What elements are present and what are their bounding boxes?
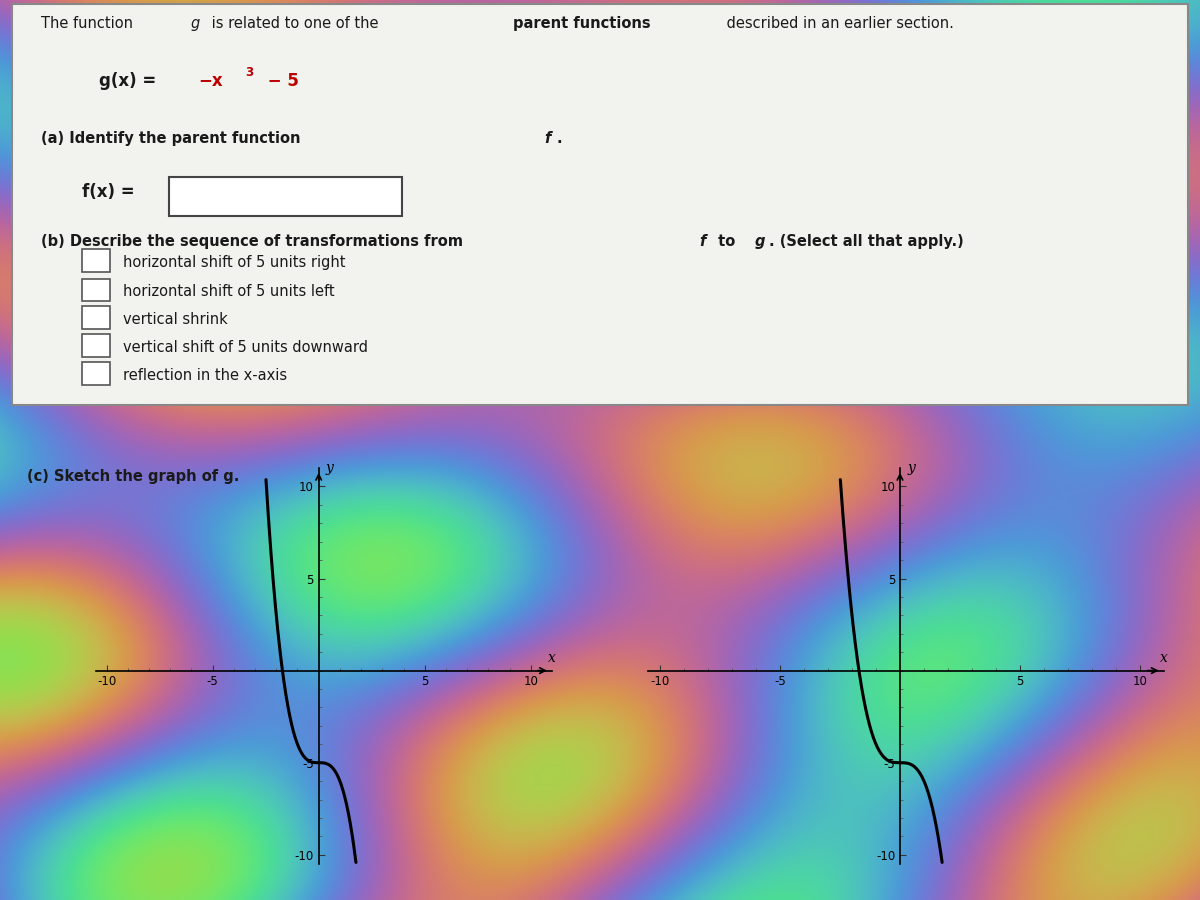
Text: horizontal shift of 5 units right: horizontal shift of 5 units right bbox=[122, 255, 346, 270]
Text: (c) Sketch the graph of g.: (c) Sketch the graph of g. bbox=[28, 470, 239, 484]
Text: . (Select all that apply.): . (Select all that apply.) bbox=[769, 234, 964, 249]
Text: x: x bbox=[548, 651, 556, 665]
Text: y: y bbox=[325, 461, 332, 475]
Text: g: g bbox=[191, 16, 199, 32]
Text: 3: 3 bbox=[245, 66, 253, 79]
Text: − 5: − 5 bbox=[263, 72, 299, 90]
Bar bbox=[169, 176, 402, 216]
Text: −x: −x bbox=[198, 72, 223, 90]
Text: vertical shift of 5 units downward: vertical shift of 5 units downward bbox=[122, 340, 367, 355]
Text: parent functions: parent functions bbox=[512, 16, 650, 32]
Text: The function: The function bbox=[41, 16, 138, 32]
Text: reflection in the x-axis: reflection in the x-axis bbox=[122, 367, 287, 382]
Text: to: to bbox=[713, 234, 740, 249]
Bar bbox=[82, 278, 110, 302]
Text: g(x) =: g(x) = bbox=[100, 72, 162, 90]
Text: g: g bbox=[755, 234, 766, 249]
Text: .: . bbox=[557, 131, 563, 146]
Text: f(x) =: f(x) = bbox=[82, 183, 134, 201]
Text: x: x bbox=[1160, 651, 1168, 665]
Text: f: f bbox=[544, 131, 551, 146]
Text: described in an earlier section.: described in an earlier section. bbox=[722, 16, 954, 32]
Text: horizontal shift of 5 units left: horizontal shift of 5 units left bbox=[122, 284, 335, 300]
Text: (a) Identify the parent function: (a) Identify the parent function bbox=[41, 131, 306, 146]
Text: is related to one of the: is related to one of the bbox=[206, 16, 383, 32]
Text: f: f bbox=[698, 234, 706, 249]
Text: (b) Describe the sequence of transformations from: (b) Describe the sequence of transformat… bbox=[41, 234, 468, 249]
Bar bbox=[82, 362, 110, 384]
Bar bbox=[82, 334, 110, 357]
Text: y: y bbox=[907, 461, 916, 475]
Bar bbox=[82, 306, 110, 329]
Text: vertical shrink: vertical shrink bbox=[122, 312, 228, 328]
Bar bbox=[82, 248, 110, 272]
